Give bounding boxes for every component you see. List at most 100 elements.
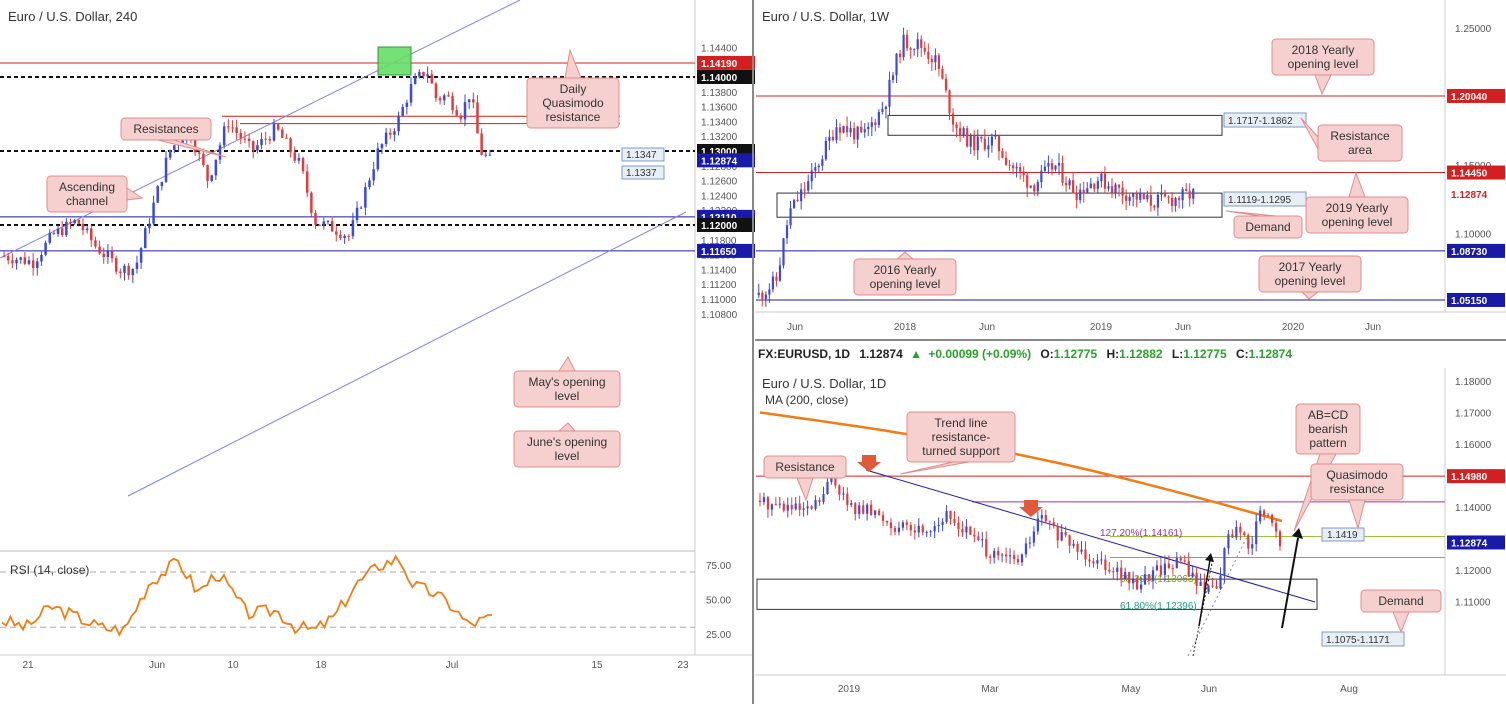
weekly-candle-body: [927, 51, 930, 59]
daily-candle-body: [881, 514, 885, 521]
daily-candle-body: [826, 481, 829, 494]
header-high: 1.12882: [1119, 347, 1163, 361]
daily-candle-body: [1239, 526, 1242, 533]
daily-candle-body: [1040, 515, 1043, 519]
h4-panel: 1.14400 1.14000 1.13800 1.13600 1.13400 1.132…: [0, 0, 755, 671]
h4-candle-body: [127, 265, 130, 276]
daily-candle-body: [846, 493, 849, 505]
h4-candle-body: [235, 127, 238, 133]
daily-candles: [758, 455, 1303, 629]
h4-y-tick: 1.14400: [701, 43, 738, 54]
weekly-candle-body: [1036, 182, 1039, 192]
daily-candle-body: [1171, 568, 1174, 570]
h4-candle-body: [81, 223, 85, 230]
daily-candle-body: [814, 499, 817, 509]
weekly-candle-body: [1040, 170, 1043, 183]
weekly-y-tick: 1.25000: [1455, 24, 1492, 35]
h4-candle-body: [488, 154, 492, 156]
callout-daily-qm-box-fill: [528, 79, 618, 127]
h4-candle-body: [31, 260, 35, 268]
h4-candle-body: [60, 228, 64, 236]
daily-candle-body: [897, 527, 901, 532]
daily-candle-body: [909, 524, 912, 531]
tag-11445-bg: [1447, 165, 1505, 180]
daily-panel: 1.180001.170001.160001.150001.140001.130…: [755, 368, 1506, 695]
callout-ascending-line: channel: [66, 194, 108, 208]
weekly-candle-body: [976, 136, 979, 151]
h4-candle-body: [36, 261, 39, 268]
weekly-candle-body: [987, 145, 990, 150]
label-11337-text: 1.1337: [626, 168, 657, 179]
weekly-candle-body: [934, 55, 937, 63]
weekly-candle-body: [966, 128, 969, 147]
daily-candle-body: [1068, 535, 1071, 546]
label-1419: 1.1419: [1327, 530, 1358, 541]
tag-10515-bg: [1447, 292, 1505, 307]
callout-w-demand-line: Demand: [1245, 220, 1290, 234]
callout-junes-open-line: June's opening: [527, 435, 607, 449]
daily-candle-body: [774, 504, 777, 506]
leg-arrow-line: [1198, 559, 1211, 627]
h4-candle-body: [310, 192, 313, 213]
callout-mays-open-line: May's opening: [528, 375, 605, 389]
daily-candle-body: [1163, 563, 1166, 575]
weekly-candle-body: [1082, 189, 1085, 194]
weekly-candle-body: [831, 136, 835, 141]
weekly-candle-body: [796, 199, 799, 202]
weekly-candle-body: [1125, 195, 1128, 201]
daily-price-tags: 1.14980 1.12874 1.1419 1.1075-1.1171: [1321, 469, 1505, 647]
daily-candle-body: [798, 503, 801, 510]
daily-y-tick: 1.14000: [1455, 503, 1492, 514]
weekly-candle-body: [778, 265, 782, 281]
h4-y-tick: 1.11800: [701, 236, 737, 247]
weekly-candle-body: [1050, 162, 1054, 170]
daily-candle-body: [945, 510, 948, 522]
daily-time-axis: 2019 Mar May Jun Aug: [838, 684, 1358, 695]
h4-candle-body: [335, 231, 338, 235]
weekly-candle-body: [1047, 162, 1050, 167]
daily-levels: 127.20%(1.14161) 38.20%(1.13063) 61.80%(1.…: [756, 411, 1445, 657]
callout-daily-qm-line: resistance: [546, 110, 601, 124]
daily-candle-body: [1108, 569, 1111, 572]
weekly-candle-body: [1128, 196, 1131, 201]
h4-candle-body: [260, 138, 263, 146]
h4-candle-body: [69, 221, 72, 224]
down-arrow-2-icon: [1019, 500, 1043, 517]
daily-candle-body: [993, 550, 996, 558]
callout-res-area-pointer: [1300, 117, 1319, 150]
callout-abcd-line: pattern: [1309, 436, 1346, 450]
callout-2016-line: opening level: [870, 277, 941, 291]
weekly-time-axis: Jun 2018 Jun 2019 Jun 2020 Jun: [787, 322, 1381, 333]
h4-candle-body: [6, 256, 10, 261]
daily-candle-body: [1100, 559, 1103, 561]
leg-arrow-head: [1205, 553, 1214, 562]
h4-y-tick: 1.11400: [701, 265, 737, 276]
callout-2017-pointer: [1300, 291, 1320, 300]
weekly-candle-body: [973, 135, 976, 151]
tag-11498: 1.14980: [1451, 472, 1488, 483]
callout-abcd-line: AB=CD: [1308, 408, 1349, 422]
weekly-candle-body: [757, 292, 760, 296]
weekly-candle-body: [930, 58, 933, 63]
header-open: 1.12775: [1054, 347, 1098, 361]
weekly-candle-body: [814, 167, 817, 171]
h4-candle-body: [476, 102, 479, 134]
daily-candle-body: [1016, 559, 1020, 563]
callout-d-demand-line: Demand: [1378, 594, 1423, 608]
daily-candle-body: [818, 499, 821, 503]
daily-candle-body: [866, 504, 869, 514]
weekly-candle-body: [1004, 157, 1008, 165]
weekly-candle-body: [1132, 193, 1135, 197]
h4-candle-body: [430, 74, 434, 84]
h4-candle-body: [110, 251, 114, 259]
weekly-candle-body: [1178, 198, 1181, 201]
daily-candle-body: [1203, 581, 1206, 593]
weekly-candle-body: [1156, 194, 1160, 208]
h4-candle-body: [160, 181, 164, 187]
daily-x-tick: Jun: [1201, 684, 1217, 695]
weekly-candle-body: [1174, 198, 1177, 207]
h4-x-tick: 18: [315, 660, 327, 671]
weekly-candle-body: [842, 126, 845, 133]
